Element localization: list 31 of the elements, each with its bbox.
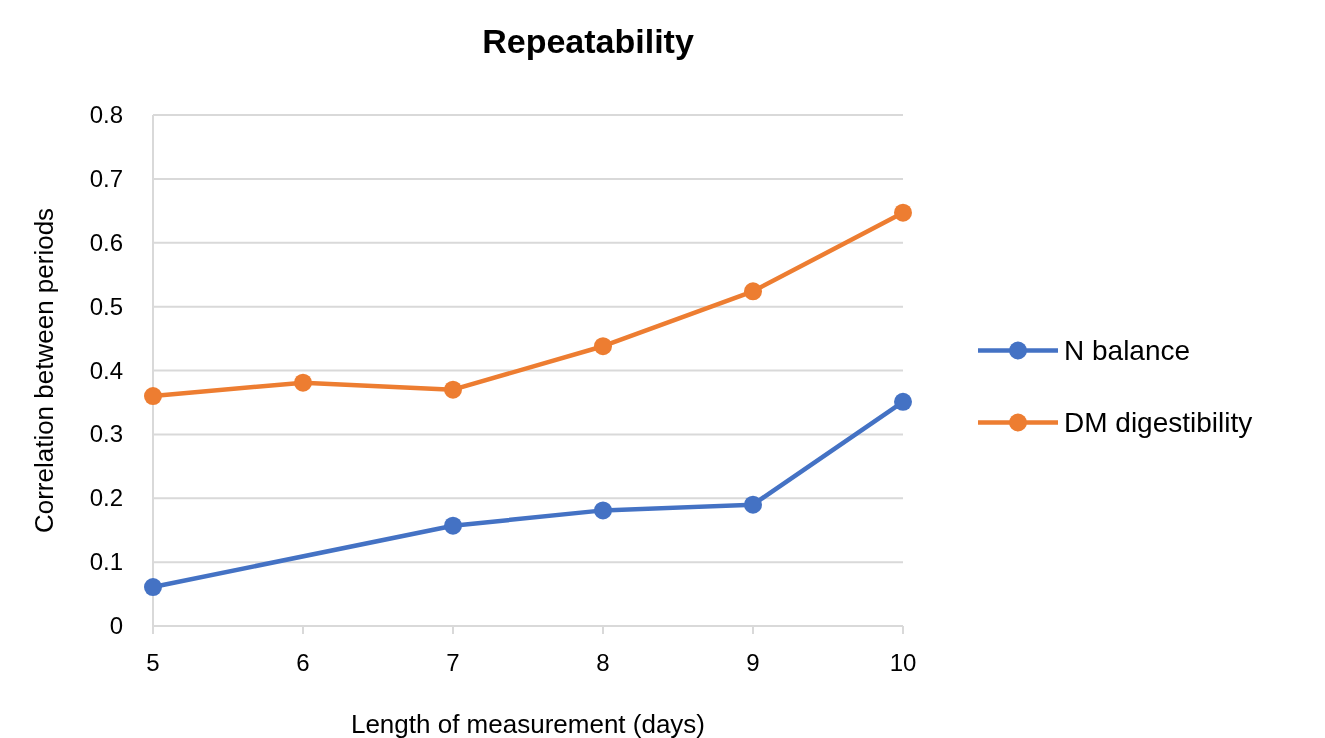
y-tick-label: 0.6: [89, 228, 123, 256]
y-tick-label: 0.1: [89, 548, 123, 576]
point: [144, 387, 162, 406]
legend-label: DM digestibility: [1064, 406, 1253, 438]
point: [594, 501, 612, 520]
y-tick-label: 0.7: [89, 164, 123, 192]
point: [894, 203, 912, 222]
point: [294, 373, 312, 392]
x-tick-label: 5: [146, 649, 160, 676]
y-tick-label: 0.4: [89, 356, 123, 384]
point: [444, 380, 462, 399]
y-tick-label: 0.8: [89, 101, 123, 128]
legend-label: N balance: [1064, 334, 1191, 366]
y-tick-label: 0.2: [89, 484, 123, 512]
point: [744, 495, 762, 514]
x-axis-title: Length of measurement (days): [350, 709, 706, 738]
point: [444, 516, 462, 535]
y-tick-label: 0.5: [89, 292, 123, 320]
chart-title: Repeatability: [482, 22, 694, 60]
y-tick-label: 0: [109, 612, 123, 639]
x-tick-label: 8: [596, 649, 610, 676]
x-tick-label: 9: [746, 649, 760, 676]
point: [894, 392, 912, 411]
y-tick-label: 0.3: [89, 420, 123, 448]
x-tick-label: 6: [296, 649, 310, 676]
y-axis-title: Correlation between periods: [29, 207, 59, 534]
point: [594, 337, 612, 356]
point: [744, 282, 762, 301]
point: [144, 578, 162, 597]
x-tick-label: 10: [889, 649, 917, 676]
x-tick-label: 7: [446, 649, 460, 676]
